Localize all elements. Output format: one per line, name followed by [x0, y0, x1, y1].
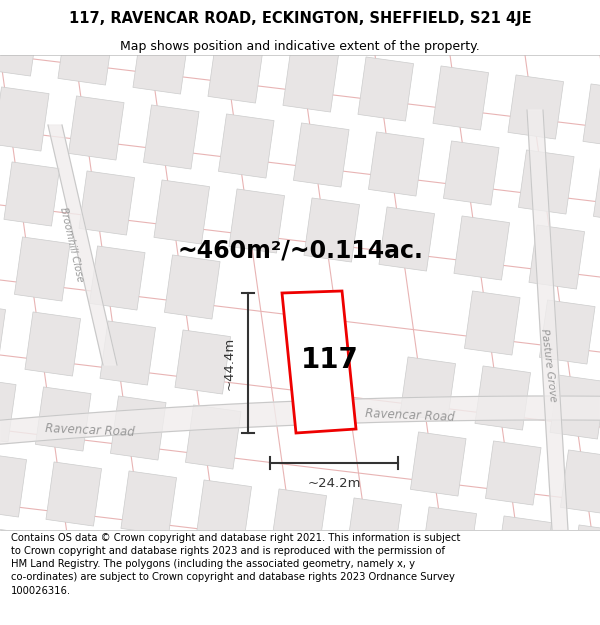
Polygon shape — [410, 432, 466, 496]
Polygon shape — [0, 528, 37, 592]
Polygon shape — [206, 555, 262, 619]
Polygon shape — [79, 171, 134, 235]
Polygon shape — [539, 300, 595, 364]
Polygon shape — [100, 321, 155, 385]
Polygon shape — [433, 66, 488, 130]
Polygon shape — [14, 237, 70, 301]
Polygon shape — [0, 12, 38, 76]
Polygon shape — [131, 546, 187, 610]
Polygon shape — [25, 312, 80, 376]
Text: Ravencar Road: Ravencar Road — [365, 406, 455, 424]
Polygon shape — [583, 84, 600, 148]
Polygon shape — [271, 489, 326, 553]
Polygon shape — [485, 441, 541, 505]
Polygon shape — [527, 110, 568, 530]
Polygon shape — [283, 48, 338, 112]
Polygon shape — [443, 141, 499, 205]
Polygon shape — [0, 87, 49, 151]
Polygon shape — [196, 480, 251, 544]
Polygon shape — [154, 180, 209, 244]
Polygon shape — [550, 375, 600, 439]
Polygon shape — [48, 125, 117, 365]
Polygon shape — [35, 387, 91, 451]
Polygon shape — [143, 105, 199, 169]
Polygon shape — [68, 96, 124, 160]
Polygon shape — [46, 462, 101, 526]
Text: ~24.2m: ~24.2m — [307, 477, 361, 490]
Polygon shape — [421, 507, 476, 571]
Text: ~460m²/~0.114ac.: ~460m²/~0.114ac. — [177, 238, 423, 262]
Text: 117: 117 — [301, 346, 359, 374]
Polygon shape — [379, 207, 434, 271]
Polygon shape — [475, 366, 530, 430]
Text: Pasture Grove: Pasture Grove — [539, 328, 557, 402]
Polygon shape — [304, 198, 359, 262]
Polygon shape — [0, 396, 600, 444]
Polygon shape — [4, 162, 59, 226]
Text: Broomhill Close: Broomhill Close — [59, 207, 85, 283]
Polygon shape — [358, 57, 413, 121]
Polygon shape — [0, 453, 26, 517]
Text: Contains OS data © Crown copyright and database right 2021. This information is : Contains OS data © Crown copyright and d… — [11, 533, 460, 596]
Polygon shape — [164, 255, 220, 319]
Polygon shape — [133, 30, 188, 94]
Polygon shape — [185, 405, 241, 469]
Polygon shape — [282, 291, 356, 433]
Polygon shape — [89, 246, 145, 310]
Polygon shape — [58, 21, 113, 85]
Polygon shape — [121, 471, 176, 535]
Polygon shape — [400, 357, 455, 421]
Polygon shape — [571, 525, 600, 589]
Polygon shape — [518, 150, 574, 214]
Polygon shape — [175, 330, 230, 394]
Polygon shape — [560, 450, 600, 514]
Polygon shape — [110, 396, 166, 460]
Polygon shape — [229, 189, 284, 253]
Polygon shape — [293, 123, 349, 187]
Polygon shape — [508, 75, 563, 139]
Polygon shape — [464, 291, 520, 355]
Polygon shape — [454, 216, 509, 280]
Polygon shape — [218, 114, 274, 178]
Text: 117, RAVENCAR ROAD, ECKINGTON, SHEFFIELD, S21 4JE: 117, RAVENCAR ROAD, ECKINGTON, SHEFFIELD… — [68, 11, 532, 26]
Text: Ravencar Road: Ravencar Road — [45, 421, 135, 439]
Polygon shape — [208, 39, 263, 103]
Polygon shape — [368, 132, 424, 196]
Polygon shape — [56, 537, 112, 601]
Polygon shape — [0, 378, 16, 442]
Polygon shape — [0, 303, 5, 367]
Text: ~44.4m: ~44.4m — [223, 336, 236, 389]
Polygon shape — [593, 159, 600, 223]
Polygon shape — [529, 225, 584, 289]
Polygon shape — [496, 516, 551, 580]
Text: Map shows position and indicative extent of the property.: Map shows position and indicative extent… — [120, 39, 480, 52]
Polygon shape — [346, 498, 401, 562]
